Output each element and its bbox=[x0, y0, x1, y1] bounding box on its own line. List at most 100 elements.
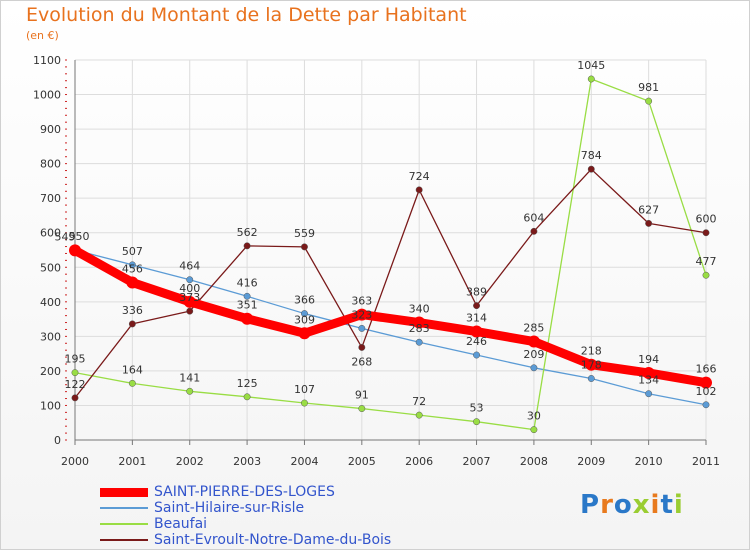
legend-label: Beaufai bbox=[154, 516, 208, 532]
legend-item: Beaufai bbox=[100, 516, 207, 532]
series-1 bbox=[71, 246, 710, 409]
data-label: 141 bbox=[179, 371, 200, 384]
x-tick-label: 2010 bbox=[635, 455, 663, 468]
data-point bbox=[355, 308, 368, 321]
data-point bbox=[243, 393, 251, 401]
data-point bbox=[530, 426, 538, 434]
data-label: 507 bbox=[122, 245, 143, 258]
data-point bbox=[587, 375, 595, 382]
chart-subtitle: (en €) bbox=[26, 29, 59, 42]
logo-letter: i bbox=[650, 490, 661, 520]
legend-label: Saint-Evroult-Notre-Dame-du-Bois bbox=[154, 532, 392, 548]
legend-label: Saint-Hilaire-sur-Risle bbox=[154, 500, 305, 516]
data-label: 30 bbox=[527, 410, 541, 423]
data-label: 195 bbox=[65, 353, 86, 366]
x-tick-label: 2001 bbox=[118, 455, 146, 468]
legend-label: SAINT-PIERRE-DES-LOGES bbox=[154, 484, 335, 500]
series-layer bbox=[69, 75, 712, 434]
logo-letter: o bbox=[613, 490, 633, 520]
data-point bbox=[702, 229, 710, 237]
data-label: 1045 bbox=[577, 59, 605, 72]
x-tick-label: 2007 bbox=[463, 455, 491, 468]
logo-letter: P bbox=[580, 490, 601, 520]
data-point bbox=[702, 401, 710, 409]
data-label: 559 bbox=[294, 227, 315, 240]
x-tick-label: 2009 bbox=[577, 455, 605, 468]
data-point bbox=[415, 338, 423, 346]
grid bbox=[74, 59, 707, 441]
data-label: 604 bbox=[523, 211, 544, 224]
legend-swatch bbox=[100, 487, 148, 497]
data-point bbox=[645, 390, 653, 398]
data-labels: 549 456 400 351 309 363 340 314 285 218 194 166 550 5… bbox=[55, 59, 717, 423]
data-point bbox=[645, 219, 653, 227]
data-point bbox=[71, 369, 79, 377]
x-tick-label: 2002 bbox=[176, 455, 204, 468]
data-label: 981 bbox=[638, 81, 659, 94]
data-label: 209 bbox=[523, 348, 544, 361]
data-label: 125 bbox=[237, 377, 258, 390]
data-point bbox=[358, 343, 366, 351]
series-line bbox=[70, 245, 711, 388]
data-label: 363 bbox=[351, 295, 372, 308]
data-point bbox=[645, 97, 653, 105]
data-point bbox=[415, 186, 423, 194]
data-label: 600 bbox=[696, 213, 717, 226]
data-point bbox=[69, 244, 81, 257]
data-label: 336 bbox=[122, 304, 143, 317]
proxiti-logo: Proxiti bbox=[580, 490, 684, 520]
data-point bbox=[301, 243, 308, 251]
y-tick-label: 700 bbox=[40, 192, 61, 205]
data-label: 107 bbox=[294, 383, 315, 396]
data-point bbox=[587, 165, 595, 173]
data-point bbox=[587, 75, 595, 83]
y-tick-label: 600 bbox=[40, 227, 61, 240]
data-label: 283 bbox=[409, 322, 430, 335]
data-label: 166 bbox=[696, 363, 717, 376]
series-3 bbox=[71, 165, 710, 402]
data-label: 285 bbox=[523, 322, 544, 335]
x-tick-label: 2003 bbox=[233, 455, 261, 468]
data-point bbox=[585, 358, 598, 371]
data-label: 400 bbox=[179, 282, 200, 295]
data-point bbox=[702, 271, 710, 279]
data-point bbox=[241, 312, 254, 325]
data-label: 550 bbox=[69, 230, 90, 243]
data-label: 309 bbox=[294, 313, 315, 326]
data-label: 53 bbox=[470, 402, 484, 415]
y-tick-label: 1000 bbox=[33, 89, 61, 102]
series-line bbox=[74, 168, 707, 399]
y-tick-label: 0 bbox=[54, 434, 61, 447]
x-tick-label: 2008 bbox=[520, 455, 548, 468]
data-point bbox=[413, 316, 426, 329]
data-point bbox=[186, 307, 194, 315]
data-label: 72 bbox=[412, 395, 426, 408]
data-point bbox=[128, 261, 136, 269]
data-point bbox=[530, 227, 538, 235]
y-tick-label: 100 bbox=[40, 399, 61, 412]
data-label: 477 bbox=[696, 255, 717, 268]
legend-swatch bbox=[100, 507, 148, 509]
y-tick-label: 400 bbox=[40, 296, 61, 309]
data-point bbox=[473, 302, 480, 310]
logo-letter: t bbox=[660, 490, 674, 520]
data-label: 178 bbox=[581, 359, 602, 372]
x-tick-label: 2000 bbox=[61, 455, 89, 468]
y-tick-label: 1100 bbox=[33, 54, 61, 67]
legend-swatch bbox=[100, 523, 148, 525]
data-point bbox=[301, 310, 308, 318]
y-tick-label: 200 bbox=[40, 365, 61, 378]
x-tick-label: 2011 bbox=[692, 455, 720, 468]
series-line bbox=[74, 249, 707, 406]
data-point bbox=[243, 292, 251, 300]
legend-item: Saint-Evroult-Notre-Dame-du-Bois bbox=[100, 532, 391, 548]
data-point bbox=[183, 295, 196, 308]
logo-letter: x bbox=[632, 490, 651, 520]
axes: 0 100 200 300 400 500 600 700 800 900 1000 1100 2000… bbox=[33, 54, 720, 468]
data-point bbox=[243, 242, 251, 250]
data-label: 340 bbox=[409, 303, 430, 316]
x-tick-label: 2005 bbox=[348, 455, 376, 468]
data-label: 562 bbox=[237, 226, 258, 239]
data-label: 164 bbox=[122, 363, 143, 376]
data-point bbox=[126, 276, 139, 289]
